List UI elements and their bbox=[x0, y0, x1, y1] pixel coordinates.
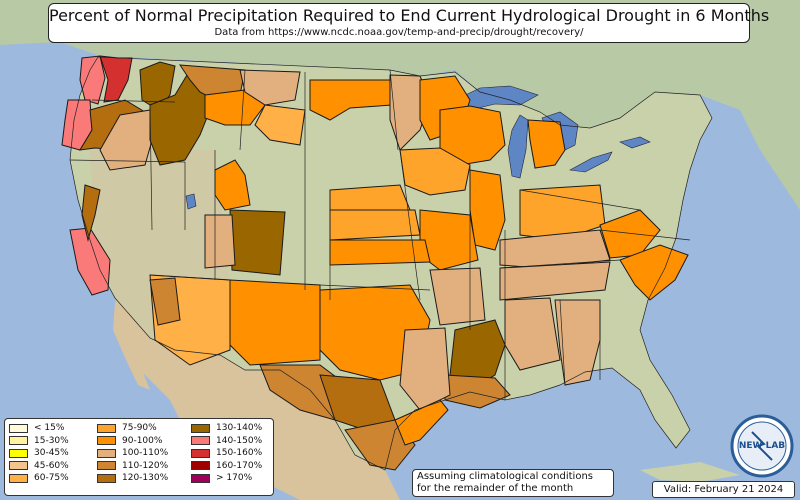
legend-item: 110-120% bbox=[97, 460, 168, 472]
legend-swatch bbox=[9, 461, 28, 471]
legend-label: 75-90% bbox=[122, 423, 157, 433]
legend-swatch bbox=[9, 448, 28, 458]
legend-swatch bbox=[9, 436, 28, 446]
region-virginia bbox=[599, 209, 661, 259]
legend-swatch bbox=[97, 461, 116, 471]
map-subtitle: Data from https://www.ncdc.noaa.gov/temp… bbox=[214, 27, 584, 38]
legend-item: 120-130% bbox=[97, 472, 168, 484]
legend-swatch bbox=[97, 473, 116, 483]
region-alabama bbox=[504, 297, 561, 371]
legend-label: 110-120% bbox=[122, 460, 169, 471]
region-tennessee bbox=[499, 261, 611, 301]
great-salt-lake bbox=[185, 193, 197, 210]
legend-label: 90-100% bbox=[122, 435, 163, 446]
legend-label: 140-150% bbox=[216, 435, 263, 446]
region-arkansas bbox=[429, 267, 486, 326]
legend-swatch bbox=[191, 473, 210, 483]
logo-lightning-icon bbox=[751, 431, 773, 461]
drought-regions bbox=[61, 55, 689, 471]
legend-swatch bbox=[97, 436, 116, 446]
cuba-land bbox=[640, 462, 740, 482]
lake-michigan bbox=[507, 114, 529, 179]
legend-item: 150-160% bbox=[191, 447, 262, 459]
legend-item: > 170% bbox=[191, 472, 262, 484]
logo: NEW LAB bbox=[730, 414, 794, 478]
legend-column-3: 130-140% 140-150% 150-160% 160-170% > 170% bbox=[191, 422, 262, 485]
region-kansas-north bbox=[329, 209, 421, 241]
legend-label: 150-160% bbox=[216, 448, 263, 459]
legend-item: 100-110% bbox=[97, 447, 168, 459]
legend-item: 15-30% bbox=[9, 435, 69, 447]
legend: < 15% 15-30% 30-45% 45-60% 60-75% 75-90% 90-1… bbox=[4, 418, 274, 496]
valid-date: Valid: February 21 2024 bbox=[652, 481, 795, 498]
legend-label: 100-110% bbox=[122, 448, 169, 459]
legend-item: 140-150% bbox=[191, 435, 262, 447]
note-line-1: Assuming climatological conditions bbox=[417, 471, 593, 482]
legend-swatch bbox=[191, 461, 210, 471]
note-line-2: for the remainder of the month bbox=[417, 483, 574, 494]
lake-ontario bbox=[619, 136, 651, 149]
region-michigan bbox=[527, 119, 566, 169]
legend-swatch bbox=[9, 423, 28, 433]
region-colorado-west bbox=[229, 209, 286, 276]
legend-label: > 170% bbox=[216, 473, 253, 484]
legend-swatch bbox=[191, 436, 210, 446]
lake-erie bbox=[569, 151, 613, 173]
legend-label: 30-45% bbox=[34, 448, 69, 459]
state-lines bbox=[69, 69, 691, 400]
legend-column-2: 75-90% 90-100% 100-110% 110-120% 120-130% bbox=[97, 422, 168, 485]
legend-swatch bbox=[97, 448, 116, 458]
legend-label: 60-75% bbox=[34, 473, 69, 484]
legend-column-1: < 15% 15-30% 30-45% 45-60% 60-75% bbox=[9, 422, 69, 485]
legend-item: < 15% bbox=[9, 422, 69, 434]
legend-label: 45-60% bbox=[34, 460, 69, 471]
baja-land bbox=[113, 302, 150, 390]
title-box: Percent of Normal Precipitation Required… bbox=[48, 3, 770, 43]
legend-item: 30-45% bbox=[9, 447, 69, 459]
legend-label: 120-130% bbox=[122, 473, 169, 484]
region-california-north bbox=[81, 184, 101, 242]
region-montana-southeast bbox=[254, 104, 306, 146]
legend-item: 75-90% bbox=[97, 422, 168, 434]
logo-text: NEW LAB bbox=[739, 441, 785, 451]
legend-item: 45-60% bbox=[9, 460, 69, 472]
legend-swatch bbox=[191, 448, 210, 458]
legend-label: 15-30% bbox=[34, 435, 69, 446]
region-south-texas bbox=[344, 419, 416, 471]
assumption-note: Assuming climatological conditions for t… bbox=[412, 469, 614, 497]
legend-swatch bbox=[9, 473, 28, 483]
logo-inner bbox=[737, 421, 787, 471]
region-nebraska bbox=[329, 184, 411, 211]
region-california-south bbox=[149, 277, 181, 326]
region-north-carolina bbox=[619, 244, 689, 301]
region-new-mexico bbox=[229, 279, 321, 366]
legend-label: < 15% bbox=[34, 423, 65, 433]
us-outline bbox=[69, 56, 713, 471]
region-idaho-central bbox=[149, 69, 211, 166]
legend-swatch bbox=[97, 423, 116, 433]
legend-label: 160-170% bbox=[216, 460, 263, 471]
region-nevada-utah bbox=[204, 214, 236, 269]
legend-item: 130-140% bbox=[191, 422, 262, 434]
legend-item: 60-75% bbox=[9, 472, 69, 484]
legend-item: 160-170% bbox=[191, 460, 262, 472]
legend-item: 90-100% bbox=[97, 435, 168, 447]
map-title: Percent of Normal Precipitation Required… bbox=[49, 6, 770, 25]
legend-swatch bbox=[191, 423, 210, 433]
state-borders bbox=[69, 56, 713, 471]
canada-land bbox=[0, 0, 800, 210]
mexico-land bbox=[115, 298, 400, 500]
region-gulf-coast bbox=[394, 399, 449, 446]
legend-label: 130-140% bbox=[216, 423, 263, 433]
